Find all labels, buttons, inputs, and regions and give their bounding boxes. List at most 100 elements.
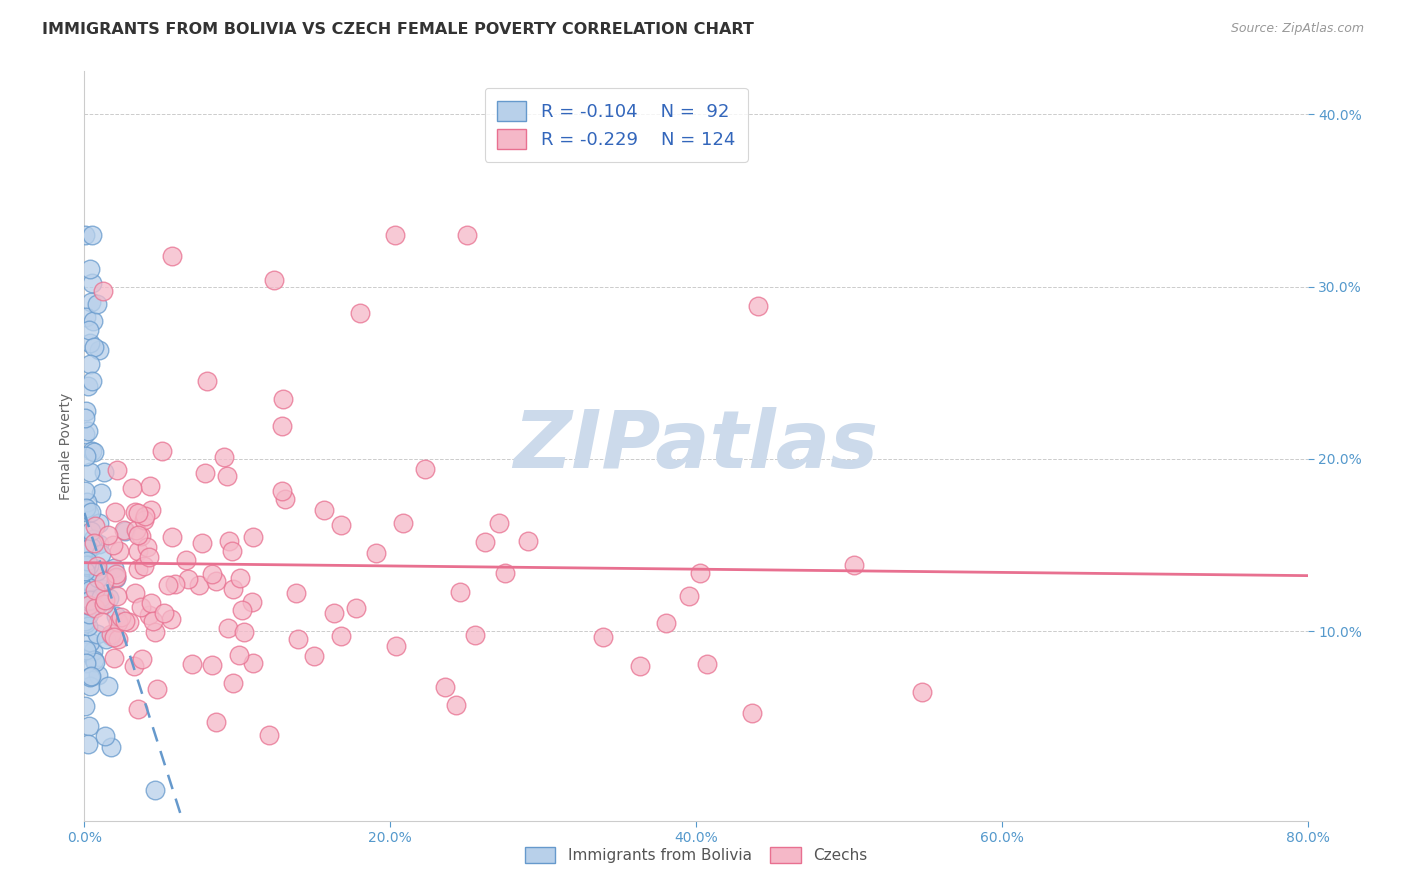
Point xyxy=(212,450,235,464)
Point xyxy=(464,628,486,642)
Point xyxy=(263,273,285,287)
Point xyxy=(287,632,309,646)
Point xyxy=(127,544,149,558)
Point xyxy=(125,523,148,537)
Point xyxy=(201,658,224,673)
Text: IMMIGRANTS FROM BOLIVIA VS CZECH FEMALE POVERTY CORRELATION CHART: IMMIGRANTS FROM BOLIVIA VS CZECH FEMALE … xyxy=(42,22,754,37)
Point xyxy=(121,482,143,496)
Point xyxy=(105,608,128,623)
Point xyxy=(181,657,204,671)
Point xyxy=(105,462,128,476)
Point xyxy=(132,558,155,573)
Point xyxy=(77,506,100,520)
Point xyxy=(114,524,136,538)
Y-axis label: Female Poverty: Female Poverty xyxy=(59,392,73,500)
Point xyxy=(83,445,105,459)
Point xyxy=(112,523,135,537)
Point xyxy=(82,643,104,657)
Point xyxy=(384,228,406,243)
Point xyxy=(195,375,218,389)
Point xyxy=(75,645,97,659)
Point xyxy=(139,596,162,610)
Point xyxy=(82,574,104,589)
Point xyxy=(76,619,98,633)
Point xyxy=(84,600,107,615)
Point xyxy=(75,500,97,515)
Point xyxy=(101,538,124,552)
Point xyxy=(488,516,510,530)
Point xyxy=(678,589,700,603)
Point xyxy=(76,495,98,509)
Point xyxy=(194,467,217,481)
Point xyxy=(259,728,281,742)
Point xyxy=(82,532,104,546)
Point xyxy=(392,516,415,530)
Point xyxy=(270,484,292,499)
Point xyxy=(160,250,183,264)
Point xyxy=(82,227,104,242)
Point xyxy=(79,593,101,607)
Point xyxy=(80,505,103,519)
Point xyxy=(163,577,186,591)
Point xyxy=(77,560,100,574)
Point xyxy=(143,783,166,797)
Point xyxy=(76,378,98,392)
Point xyxy=(86,564,108,578)
Point xyxy=(142,615,165,629)
Point xyxy=(138,549,160,564)
Point xyxy=(87,668,110,682)
Point xyxy=(77,719,100,733)
Point xyxy=(73,411,96,425)
Point xyxy=(83,653,105,667)
Point xyxy=(174,552,197,566)
Point xyxy=(127,528,149,542)
Point xyxy=(105,589,128,603)
Point xyxy=(79,670,101,684)
Point xyxy=(741,706,763,720)
Point xyxy=(77,425,100,439)
Point xyxy=(217,621,239,635)
Point xyxy=(98,591,121,606)
Point xyxy=(150,443,173,458)
Point xyxy=(76,554,98,568)
Point xyxy=(83,340,105,354)
Point xyxy=(84,593,107,607)
Point xyxy=(104,571,127,585)
Point xyxy=(77,589,100,603)
Point xyxy=(75,656,97,670)
Point xyxy=(233,624,256,639)
Point xyxy=(344,601,367,615)
Point xyxy=(77,576,100,591)
Point xyxy=(329,517,352,532)
Point xyxy=(474,535,496,549)
Point xyxy=(187,578,209,592)
Point xyxy=(90,547,112,561)
Point xyxy=(242,656,264,670)
Point xyxy=(84,656,107,670)
Point xyxy=(75,449,97,463)
Point xyxy=(91,284,114,298)
Point xyxy=(77,541,100,556)
Point xyxy=(138,608,160,623)
Point xyxy=(242,530,264,544)
Point xyxy=(75,616,97,631)
Point xyxy=(689,566,711,580)
Point xyxy=(75,698,97,713)
Point xyxy=(312,503,335,517)
Point xyxy=(105,570,128,584)
Point xyxy=(494,566,516,581)
Point xyxy=(90,590,112,604)
Point xyxy=(222,676,245,690)
Point xyxy=(215,469,238,483)
Point xyxy=(132,513,155,527)
Point xyxy=(87,599,110,613)
Point xyxy=(80,444,103,458)
Point xyxy=(240,595,263,609)
Point xyxy=(86,297,108,311)
Point xyxy=(80,295,103,310)
Point xyxy=(108,544,131,558)
Point xyxy=(747,300,769,314)
Point xyxy=(77,591,100,605)
Point xyxy=(84,582,107,597)
Point xyxy=(122,659,145,673)
